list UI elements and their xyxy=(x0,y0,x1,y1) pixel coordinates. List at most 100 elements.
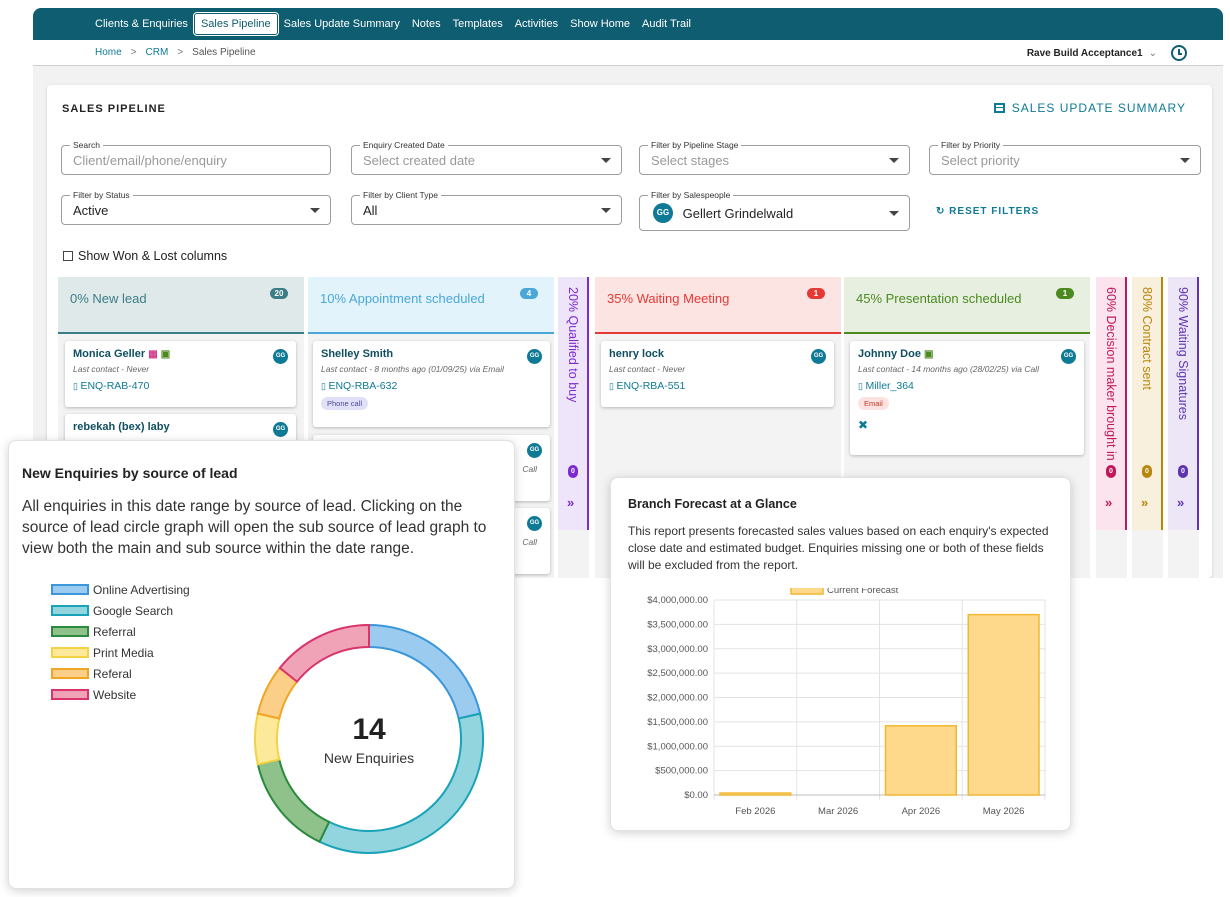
enquiry-ref[interactable]: ENQ-RBA-551 xyxy=(609,380,826,392)
legend-label: Print Media xyxy=(93,645,154,660)
legend-swatch xyxy=(51,647,89,658)
pipeline-card-shelley[interactable]: Shelley Smith Last contact - 8 months ag… xyxy=(313,341,550,427)
column-header: 60% Decision maker brought in 0 » xyxy=(1096,277,1127,530)
donut-slice[interactable] xyxy=(254,712,281,766)
count-badge: 4 xyxy=(520,288,538,299)
last-contact: Call xyxy=(522,537,537,547)
tools-icon[interactable]: ✖ xyxy=(858,418,869,432)
created-date-select[interactable]: Enquiry Created Date Select created date xyxy=(351,140,622,175)
legend-label: Website xyxy=(93,687,137,702)
column-title: 35% Waiting Meeting xyxy=(607,291,730,306)
forecast-bar[interactable] xyxy=(719,792,792,796)
donut-slice[interactable] xyxy=(278,623,370,684)
x-tick-label: Apr 2026 xyxy=(902,806,941,817)
legend-item[interactable]: Referral xyxy=(51,621,190,642)
pipeline-card-johnny[interactable]: Johnny Doe ▣ Last contact - 14 months ag… xyxy=(850,341,1084,455)
salespeople-value: Gellert Grindelwald xyxy=(682,205,794,221)
branch-forecast-panel: Branch Forecast at a Glance This report … xyxy=(610,477,1071,831)
nav-show-home[interactable]: Show Home xyxy=(570,18,631,30)
legend-item[interactable]: Website xyxy=(51,684,190,705)
legend-swatch xyxy=(51,605,89,616)
nav-activities[interactable]: Activities xyxy=(514,18,559,30)
expand-icon[interactable]: » xyxy=(567,495,575,510)
enquiry-ref[interactable]: Miller_364 xyxy=(858,380,1076,392)
source-of-lead-donut-chart[interactable]: 14 New Enquiries xyxy=(253,623,485,855)
forecast-bar[interactable] xyxy=(884,725,957,796)
expand-icon[interactable]: » xyxy=(1141,495,1149,510)
count-badge: 0 xyxy=(1142,465,1152,478)
show-won-lost-toggle[interactable]: Show Won & Lost columns xyxy=(63,249,227,263)
last-contact: Last contact - Never xyxy=(609,364,686,374)
status-select[interactable]: Filter by Status Active xyxy=(61,190,331,225)
salespeople-label: Filter by Salespeople xyxy=(648,190,734,200)
nav-audit-trail[interactable]: Audit Trail xyxy=(642,18,691,30)
nav-sales-update-summary[interactable]: Sales Update Summary xyxy=(283,18,400,30)
priority-placeholder: Select priority xyxy=(941,153,1020,168)
legend-item[interactable]: Online Advertising xyxy=(51,579,190,600)
enquiry-ref[interactable]: ENQ-RAB-470 xyxy=(73,380,288,392)
panel-title: Branch Forecast at a Glance xyxy=(628,497,797,511)
checkbox-icon[interactable] xyxy=(63,251,73,261)
legend-swatch xyxy=(51,668,89,679)
search-label: Search xyxy=(70,140,103,150)
account-selector[interactable]: Rave Build Acceptance1 ⌄ xyxy=(1027,48,1157,59)
column-header: 80% Contract sent 0 » xyxy=(1132,277,1163,530)
column-waiting-signatures[interactable]: 90% Waiting Signatures 0 » xyxy=(1168,277,1199,578)
legend-item[interactable]: Google Search xyxy=(51,600,190,621)
legend-label: Online Advertising xyxy=(93,582,190,597)
breadcrumb-home[interactable]: Home xyxy=(95,47,122,58)
donut-slice[interactable] xyxy=(256,758,331,844)
last-contact: Call xyxy=(522,464,537,474)
pipeline-card-henry[interactable]: henry lock Last contact - Never ENQ-RBA-… xyxy=(601,341,834,407)
sales-update-summary-link[interactable]: SALES UPDATE SUMMARY xyxy=(993,101,1186,115)
salespeople-select[interactable]: Filter by Salespeople GG Gellert Grindel… xyxy=(639,190,910,231)
priority-label: Filter by Priority xyxy=(938,140,1004,150)
nav-templates[interactable]: Templates xyxy=(452,18,503,30)
column-decision-maker[interactable]: 60% Decision maker brought in 0 » xyxy=(1096,277,1127,578)
column-qualified[interactable]: 20% Qualified to buy 0 » xyxy=(558,277,589,578)
id-card-icon: ▣ xyxy=(924,349,934,360)
pipeline-card-monica[interactable]: Monica Geller ▦ ▣ Last contact - Never E… xyxy=(65,341,296,407)
nav-notes[interactable]: Notes xyxy=(411,18,441,30)
chevron-right-icon: > xyxy=(177,47,184,58)
panel-description: This report presents forecasted sales va… xyxy=(628,524,1049,572)
breadcrumb-current: Sales Pipeline xyxy=(192,47,256,58)
table-icon xyxy=(993,103,1005,113)
column-contract-sent[interactable]: 80% Contract sent 0 » xyxy=(1132,277,1163,578)
y-tick-label: $0.00 xyxy=(684,790,708,801)
column-header: 90% Waiting Signatures 0 » xyxy=(1168,277,1199,530)
search-input[interactable]: Search Client/email/phone/enquiry xyxy=(61,140,331,175)
column-title: 60% Decision maker brought in xyxy=(1104,287,1118,461)
column-header: 20% Qualified to buy 0 » xyxy=(558,277,589,530)
y-tick-label: $500,000.00 xyxy=(655,766,708,777)
legend-item[interactable]: Referal xyxy=(51,663,190,684)
avatar: GG xyxy=(653,203,673,223)
breadcrumb-crm[interactable]: CRM xyxy=(145,47,169,58)
show-won-lost-label: Show Won & Lost columns xyxy=(78,249,228,263)
nav-clients[interactable]: Clients & Enquiries xyxy=(95,18,188,30)
pipeline-stage-select[interactable]: Filter by Pipeline Stage Select stages xyxy=(639,140,910,175)
client-name: henry lock xyxy=(609,348,665,360)
expand-icon[interactable]: » xyxy=(1177,495,1185,510)
chart-legend: Online Advertising Google Search Referral P… xyxy=(51,579,190,705)
legend-label: Referal xyxy=(93,666,132,681)
clock-icon[interactable] xyxy=(1171,45,1187,61)
donut-slice[interactable] xyxy=(318,712,484,854)
priority-select[interactable]: Filter by Priority Select priority xyxy=(929,140,1201,175)
created-date-label: Enquiry Created Date xyxy=(360,140,448,150)
y-tick-label: $4,000,000.00 xyxy=(647,595,708,606)
caret-down-icon xyxy=(601,158,611,163)
x-tick-label: May 2026 xyxy=(983,806,1025,817)
reset-filters-button[interactable]: ↻ RESET FILTERS xyxy=(936,206,1039,217)
legend-label[interactable]: Current Forecast xyxy=(827,588,899,596)
nav-sales-pipeline[interactable]: Sales Pipeline xyxy=(192,12,279,36)
legend-item[interactable]: Print Media xyxy=(51,642,190,663)
client-name: Monica Geller ▦ ▣ xyxy=(73,348,171,360)
forecast-bar[interactable] xyxy=(967,613,1040,796)
donut-slice[interactable] xyxy=(368,623,482,720)
y-tick-label: $2,000,000.00 xyxy=(647,693,708,704)
enquiry-ref[interactable]: ENQ-RBA-632 xyxy=(321,380,542,392)
client-type-select[interactable]: Filter by Client Type All xyxy=(351,190,622,225)
legend-label: Google Search xyxy=(93,603,174,618)
expand-icon[interactable]: » xyxy=(1105,495,1113,510)
